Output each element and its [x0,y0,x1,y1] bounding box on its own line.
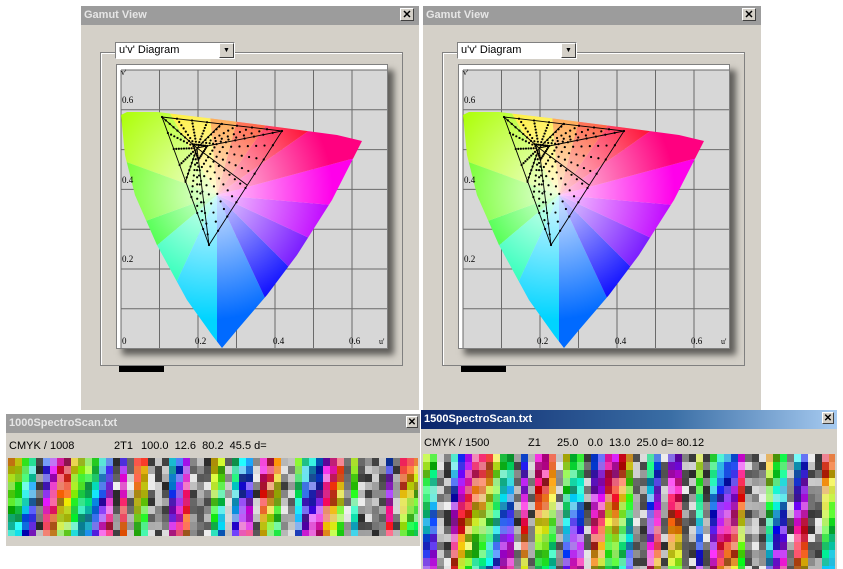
tick-x-0.2: 0.2 [195,336,206,346]
diagram-type-select[interactable]: u'v' Diagram ▼ [457,42,577,59]
tick-x-0: 0 [122,336,127,346]
tick-y-0.2: 0.2 [464,254,475,264]
axis-label-u: u' [379,337,385,346]
axis-label-v: v' [121,68,127,77]
uv-chromaticity-plot[interactable]: v' u' 0.6 0.4 0.2 0 0.2 0.4 0.6 [116,64,388,349]
gamut-window-2: Gamut View ✕ u'v' Diagram ▼ v' u' 0.6 0.… [423,6,761,410]
tick-y-0.4: 0.4 [464,175,476,185]
uv-chromaticity-plot[interactable]: v' u' 0.6 0.4 0.2 0.2 0.4 0.6 [458,64,730,349]
gamut-frame [442,52,745,366]
window-title-bar[interactable]: Gamut View [81,6,419,25]
window-title-bar[interactable]: 1000SpectroScan.txt [6,414,420,433]
window-title-bar[interactable]: 1500SpectroScan.txt [421,410,837,429]
diagram-type-value: u'v' Diagram [119,44,180,56]
scan-patch-strip[interactable] [423,454,835,569]
scale-bar [461,366,506,372]
window-title: Gamut View [426,9,489,21]
patch-id: Z1 [528,437,541,449]
patch-values: 25.0 0.0 13.0 25.0 d= 80.12 [557,437,705,449]
close-icon[interactable]: ✕ [406,416,418,428]
diagram-type-select[interactable]: u'v' Diagram ▼ [115,42,235,59]
diagram-type-value: u'v' Diagram [461,44,522,56]
tick-x-0.6: 0.6 [691,336,703,346]
axis-label-v: v' [463,68,469,77]
window-title: 1500SpectroScan.txt [424,413,533,425]
tick-x-0.6: 0.6 [349,336,361,346]
window-title: Gamut View [84,9,147,21]
measured-patch-dots [160,115,284,247]
tick-x-0.4: 0.4 [273,336,285,346]
tick-x-0.2: 0.2 [537,336,548,346]
chevron-down-icon[interactable]: ▼ [561,43,576,58]
tick-y-0.6: 0.6 [122,95,134,105]
window-title-bar[interactable]: Gamut View [423,6,761,25]
patch-id: 2T1 [114,440,133,452]
measured-patch-dots [502,115,626,247]
chromaticity-diagram: v' u' 0.6 0.4 0.2 0.2 0.4 0.6 [462,68,729,348]
scan-patch-strip[interactable] [8,458,418,536]
chromaticity-diagram: v' u' 0.6 0.4 0.2 0 0.2 0.4 0.6 [120,68,387,348]
scan-window-1: 1000SpectroScan.txt ✕ CMYK / 1008 2T1 10… [6,414,420,546]
gamut-window-1: Gamut View ✕ u'v' Diagram ▼ v' u' 0.6 0.… [81,6,419,410]
tick-y-0.2: 0.2 [122,254,133,264]
scan-mode: CMYK / 1008 [9,440,75,452]
close-icon[interactable]: ✕ [822,412,834,424]
tick-x-0.4: 0.4 [615,336,627,346]
scan-mode: CMYK / 1500 [424,437,490,449]
chevron-down-icon[interactable]: ▼ [219,43,234,58]
window-title: 1000SpectroScan.txt [9,417,118,429]
scale-bar [119,366,164,372]
gamut-frame [100,52,403,366]
tick-y-0.6: 0.6 [464,95,476,105]
close-icon[interactable]: ✕ [400,8,414,21]
patch-values: 100.0 12.6 80.2 45.5 d= [141,440,267,452]
axis-label-u: u' [721,337,727,346]
tick-y-0.4: 0.4 [122,175,134,185]
close-icon[interactable]: ✕ [742,8,756,21]
scan-window-2: 1500SpectroScan.txt ✕ CMYK / 1500 Z1 25.… [421,410,837,569]
